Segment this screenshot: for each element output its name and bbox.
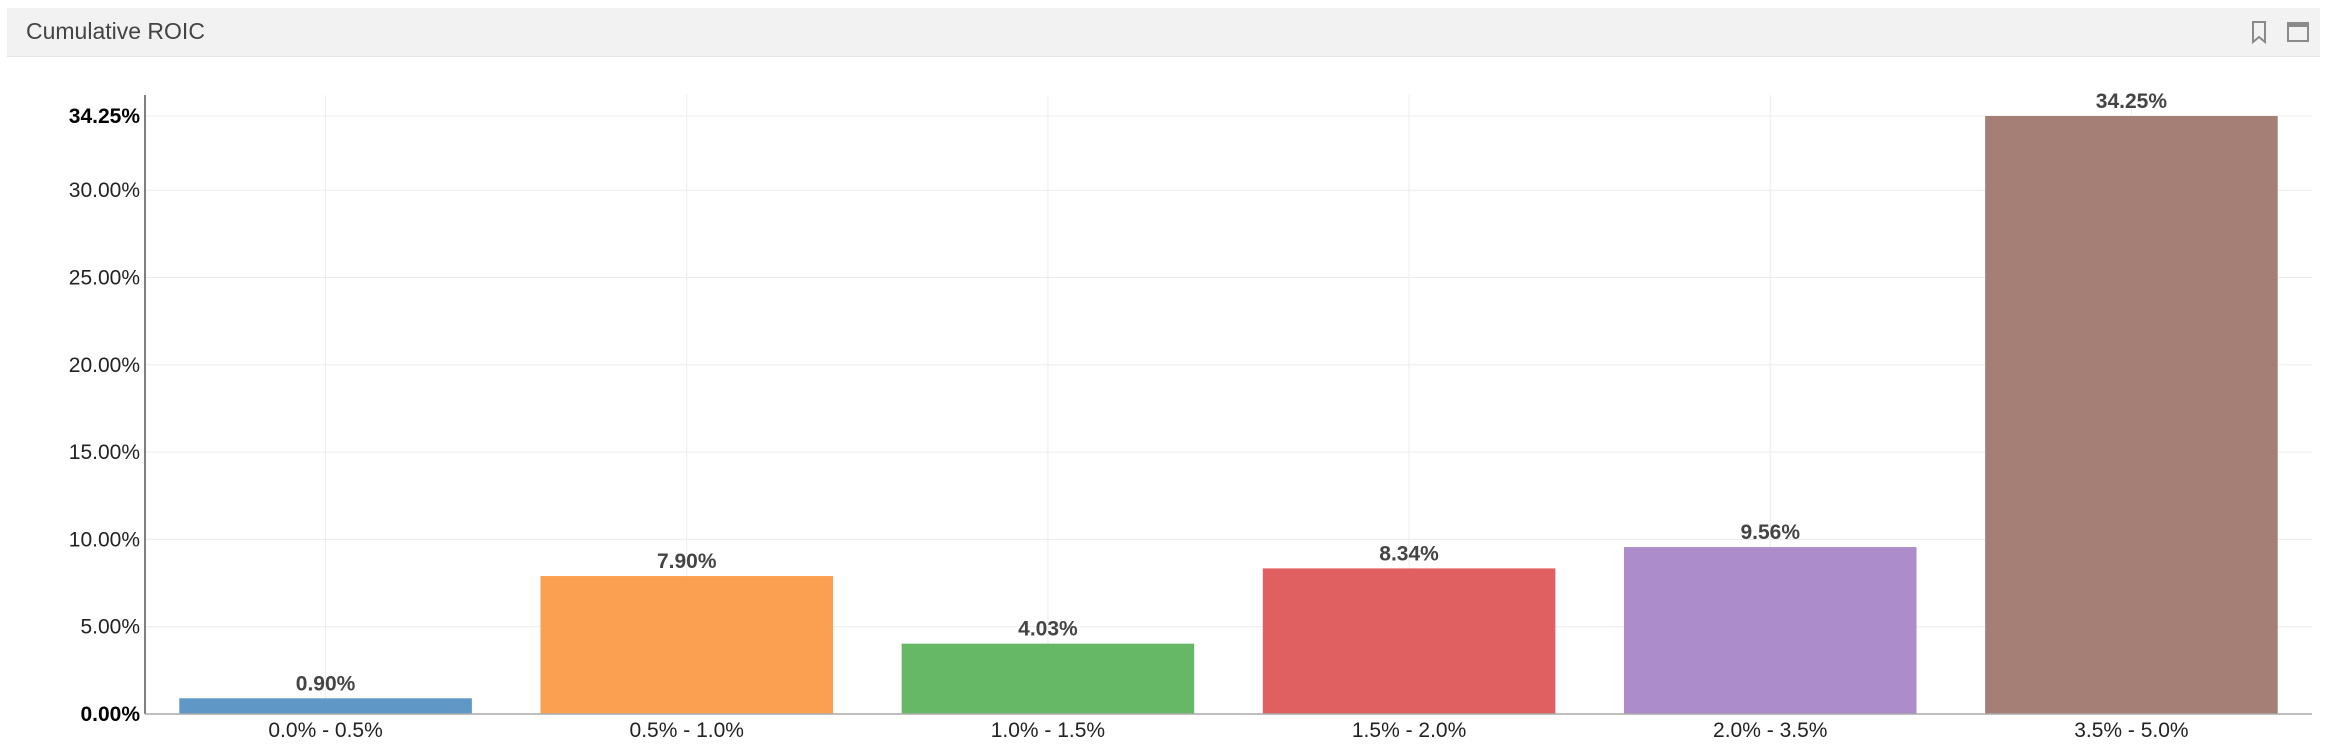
y-tick-label: 0.00% <box>80 703 140 726</box>
bookmark-icon[interactable] <box>2246 19 2272 45</box>
y-tick-label: 34.25% <box>69 105 141 128</box>
y-tick-label: 30.00% <box>69 179 140 202</box>
y-tick-label: 5.00% <box>80 616 140 639</box>
x-tick-label: 3.5% - 5.0% <box>2074 719 2188 742</box>
data-label: 4.03% <box>1018 618 1078 641</box>
y-tick-label: 10.00% <box>69 528 140 551</box>
data-label: 9.56% <box>1740 521 1800 544</box>
x-tick-label: 0.0% - 0.5% <box>268 719 382 742</box>
y-tick-label: 20.00% <box>69 354 140 377</box>
bar <box>540 576 834 714</box>
bar <box>179 698 472 714</box>
data-label: 34.25% <box>2096 90 2168 113</box>
x-tick-label: 1.5% - 2.0% <box>1352 719 1466 742</box>
bar <box>1985 116 2278 714</box>
x-tick-label: 2.0% - 3.5% <box>1713 719 1827 742</box>
data-label: 0.90% <box>296 672 356 695</box>
x-tick-label: 0.5% - 1.0% <box>630 719 744 742</box>
x-tick-label: 1.0% - 1.5% <box>991 719 1105 742</box>
bar <box>1623 547 1917 714</box>
y-tick-label: 25.00% <box>69 267 140 290</box>
panel-header: Cumulative ROIC <box>7 8 2320 57</box>
bar <box>901 643 1195 714</box>
data-label: 8.34% <box>1379 542 1439 565</box>
y-tick-label: 15.00% <box>69 441 140 464</box>
data-label: 7.90% <box>657 550 717 573</box>
bar <box>1262 568 1556 714</box>
panel-title: Cumulative ROIC <box>26 18 205 44</box>
maximize-icon[interactable] <box>2285 19 2311 45</box>
